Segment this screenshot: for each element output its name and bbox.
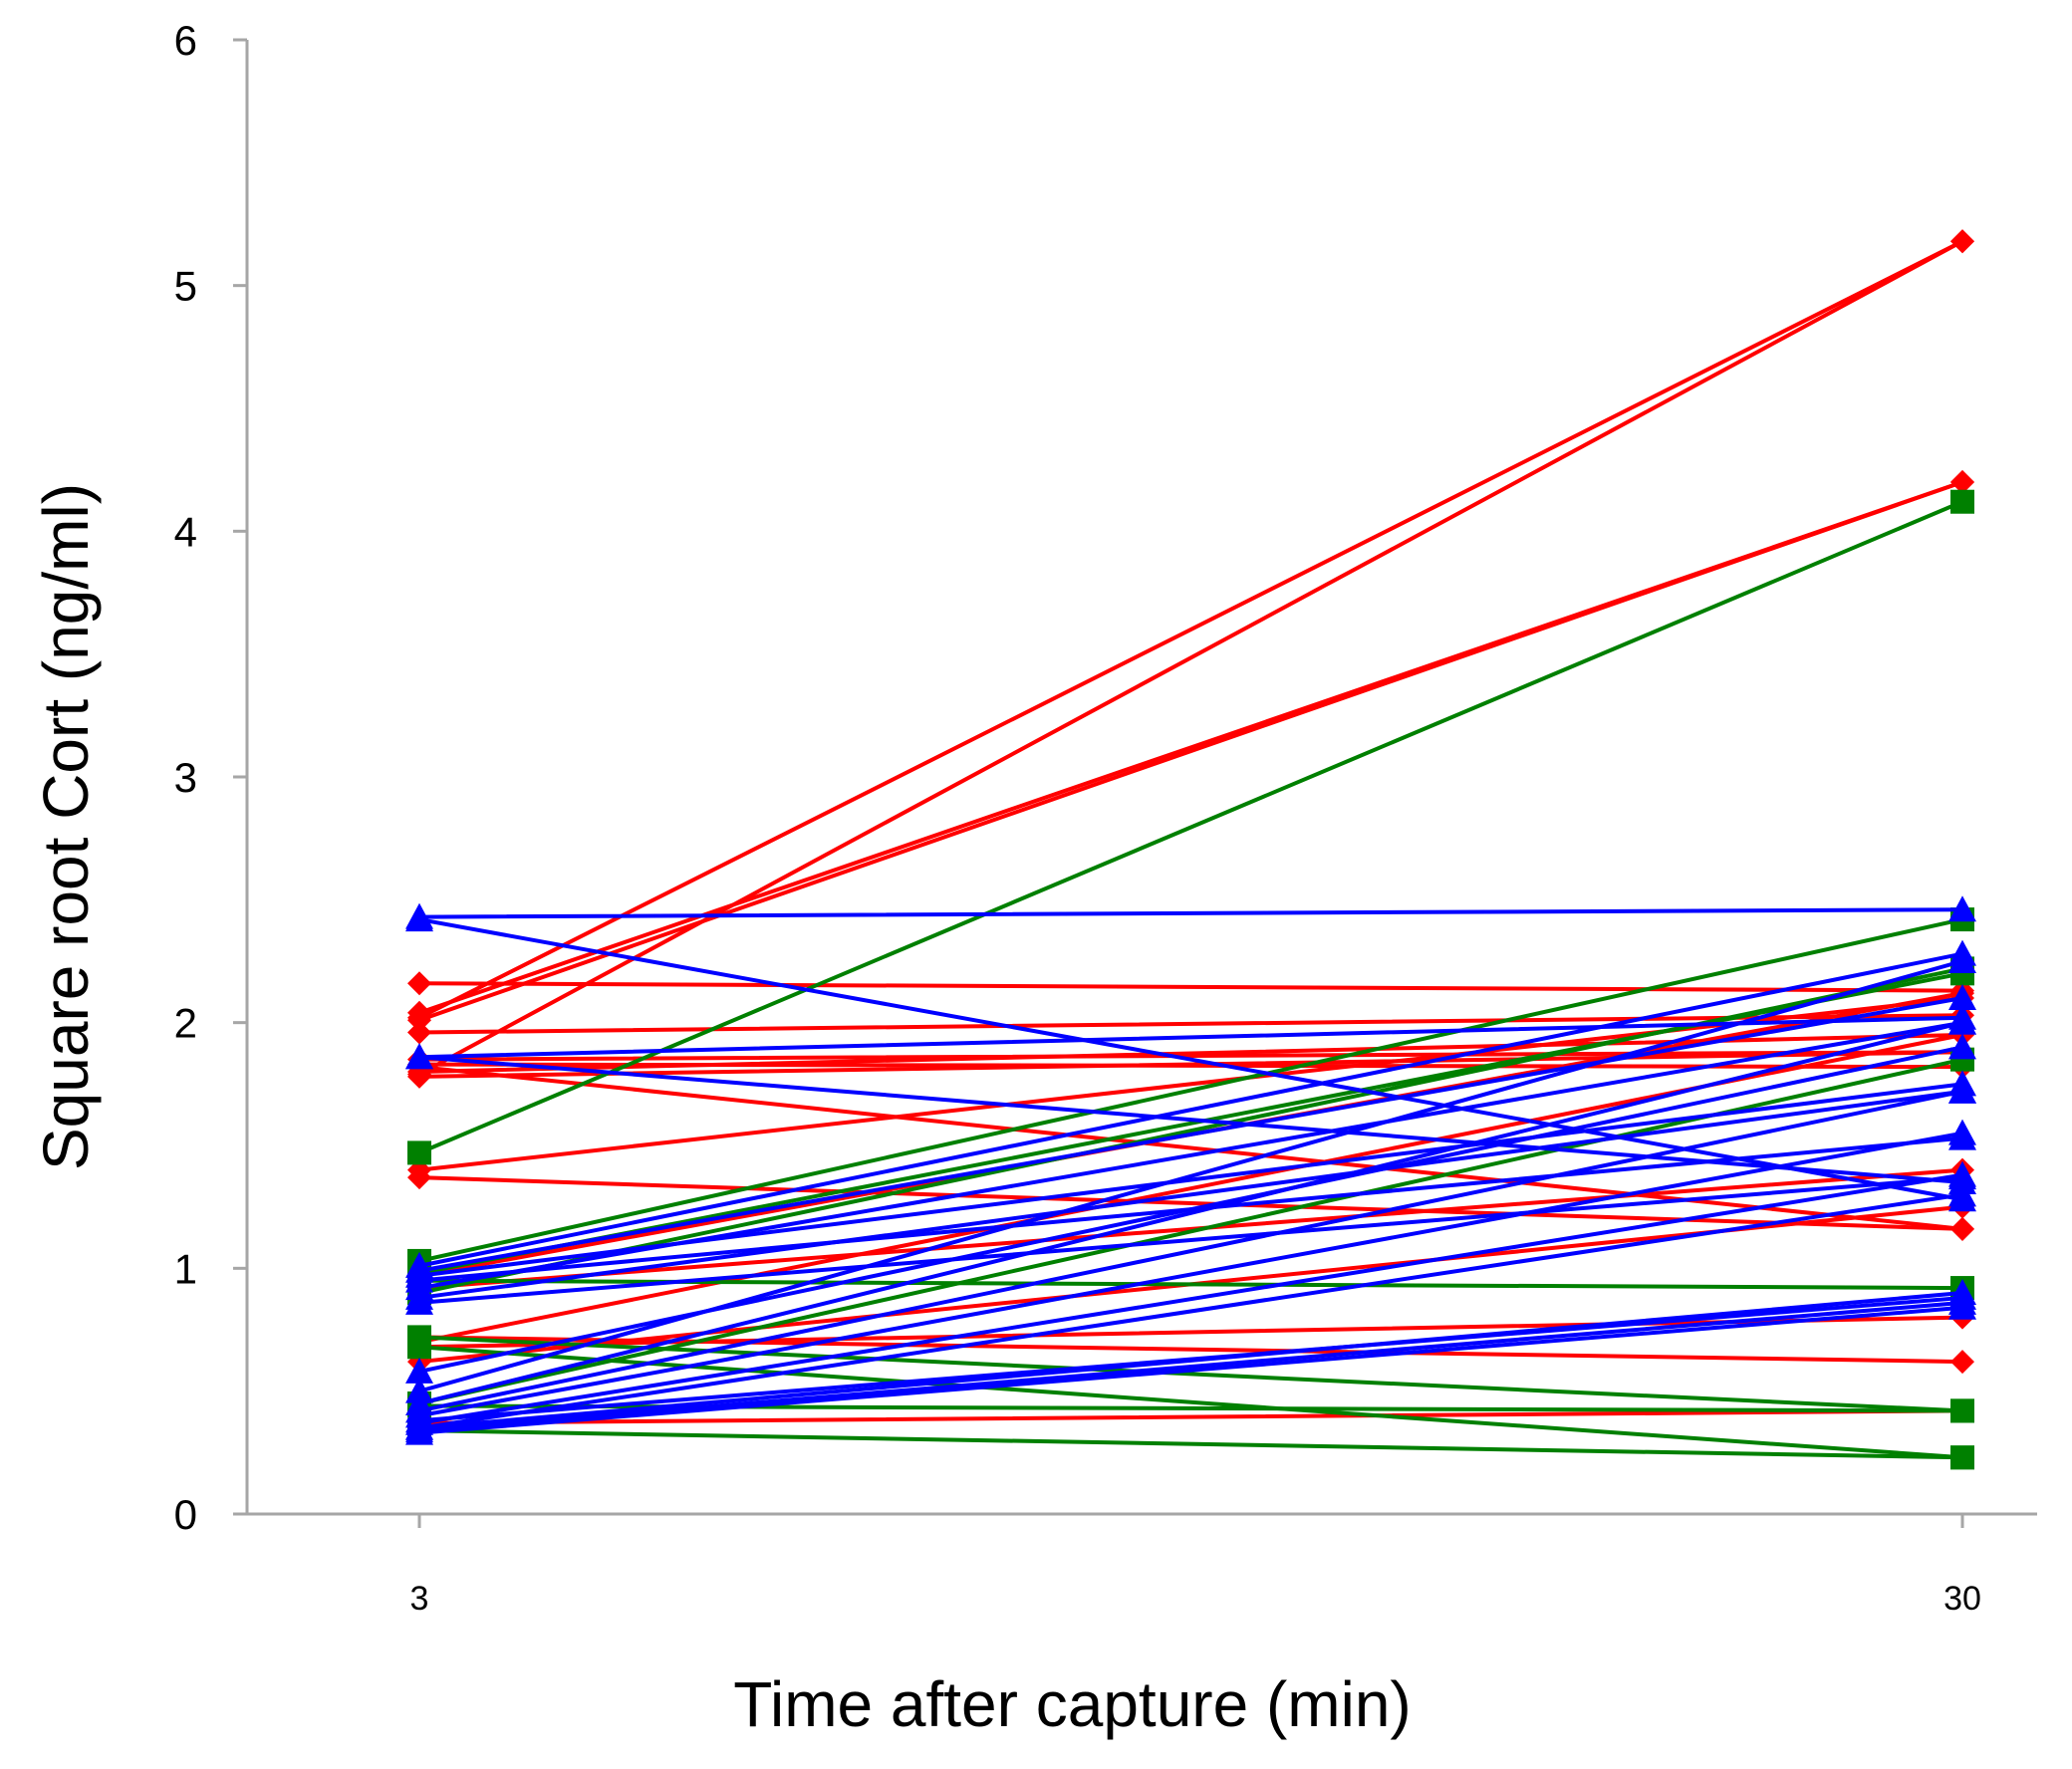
y-tick-label: 6: [174, 17, 197, 64]
series-red: [407, 229, 1974, 1435]
series-line-green: [417, 917, 1964, 1263]
series-line-blue: [417, 1175, 1964, 1305]
series-line-red: [417, 1065, 1964, 1231]
data-point-triangle: [405, 1043, 433, 1070]
data-point-triangle: [1948, 1033, 1976, 1060]
data-point-square: [407, 1335, 431, 1360]
series-line-green: [417, 1345, 1964, 1460]
data-point-triangle: [405, 1288, 433, 1315]
data-point-triangle: [1948, 1008, 1976, 1035]
data-point-triangle: [1948, 984, 1976, 1010]
y-tick-label: 3: [174, 754, 197, 801]
y-axis-title: Square root Cort (ng/ml): [30, 483, 102, 1170]
series-line-blue: [417, 996, 1964, 1273]
series-line-red: [417, 996, 1964, 1172]
series-line-green: [417, 966, 1964, 1295]
series-blue: [405, 895, 1976, 1445]
series-line-red: [417, 239, 1964, 1077]
x-tick-label: 3: [410, 1580, 429, 1618]
y-tick-label: 1: [174, 1245, 197, 1292]
data-point-square: [1950, 1398, 1974, 1423]
series-line-red: [417, 981, 1964, 993]
series-line-red: [417, 1013, 1964, 1035]
series-line-blue: [417, 1020, 1964, 1291]
series-line-red: [417, 1050, 1964, 1062]
series-line-green: [417, 1335, 1964, 1413]
y-tick-label: 0: [174, 1491, 197, 1538]
series-line-blue: [417, 1089, 1964, 1300]
data-point-square: [407, 1140, 431, 1165]
data-point-diamond: [407, 1020, 431, 1045]
series-line-blue: [417, 917, 1964, 1202]
x-axis-title: Time after capture (min): [733, 1668, 1411, 1740]
series-line-blue: [417, 959, 1964, 1393]
y-tick-label: 4: [174, 508, 197, 555]
series-line-blue: [417, 1300, 1964, 1433]
data-point-triangle: [1948, 895, 1976, 922]
series-line-green: [417, 499, 1964, 1155]
series-line-blue: [417, 1131, 1964, 1418]
y-ticks: 0 1 2 3 4 5 6: [174, 17, 247, 1538]
series-line-blue: [417, 1295, 1964, 1423]
series-line-blue: [417, 1020, 1964, 1405]
data-point-triangle: [1948, 1077, 1976, 1104]
series-line-blue: [417, 951, 1964, 1268]
data-point-triangle: [405, 905, 433, 932]
data-point-triangle: [1948, 947, 1976, 973]
series-line-blue: [417, 1305, 1964, 1435]
data-point-triangle: [1948, 1283, 1976, 1310]
series-line-blue: [417, 1192, 1964, 1430]
data-point-square: [1950, 489, 1974, 514]
series-line-blue: [417, 1172, 1964, 1425]
series-line-blue: [417, 1015, 1964, 1060]
x-ticks: 3 30: [410, 1514, 1981, 1618]
data-point-triangle: [405, 1357, 433, 1384]
axes: [245, 40, 2037, 1516]
data-point-triangle: [1948, 1180, 1976, 1207]
series-line-green: [417, 1428, 1964, 1460]
data-point-triangle: [405, 1396, 433, 1423]
data-point-triangle: [1948, 1160, 1976, 1187]
series-line-red: [417, 1408, 1964, 1425]
data-point-triangle: [1948, 1119, 1976, 1145]
series-line-red: [417, 1167, 1964, 1291]
series-line-red: [417, 239, 1964, 1020]
data-point-square: [1950, 1445, 1974, 1470]
data-point-diamond: [1950, 470, 1974, 494]
series-line-red: [417, 1050, 1964, 1079]
data-point-diamond: [1950, 1216, 1974, 1241]
data-point-diamond: [1950, 1350, 1974, 1375]
series-line-red: [417, 1175, 1964, 1231]
series-line-red: [417, 480, 1964, 1023]
x-tick-label: 30: [1943, 1580, 1981, 1618]
data-point-diamond: [407, 1008, 431, 1033]
data-point-diamond: [1950, 229, 1974, 254]
y-tick-label: 5: [174, 263, 197, 310]
series-line-blue: [417, 1089, 1964, 1413]
data-point-diamond: [407, 971, 431, 996]
y-tick-label: 2: [174, 1000, 197, 1047]
series-line-blue: [417, 1055, 1964, 1184]
series-line-blue: [417, 907, 1964, 919]
series-layer: [405, 229, 1976, 1470]
